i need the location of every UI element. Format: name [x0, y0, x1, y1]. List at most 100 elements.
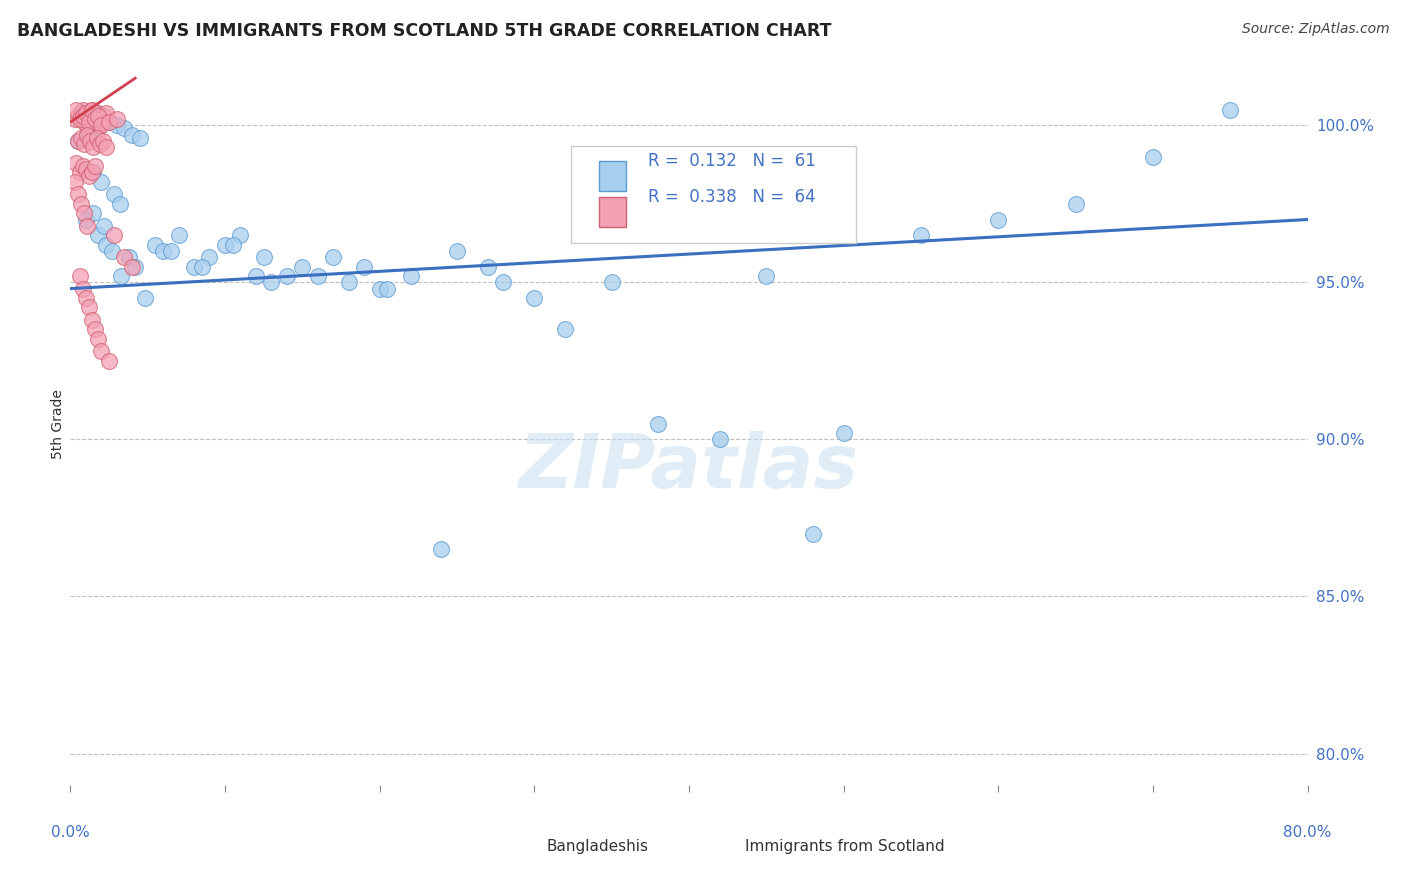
Point	[94, 237, 117, 252]
Point	[91, 134, 114, 148]
Point	[93, 219, 115, 233]
Point	[79, 105, 101, 120]
Point	[90, 118, 112, 132]
Point	[82, 165, 105, 179]
Point	[73, 115, 96, 129]
Point	[84, 112, 107, 126]
Point	[75, 212, 97, 227]
Point	[79, 134, 101, 148]
Point	[70, 131, 93, 145]
Point	[98, 115, 120, 129]
Point	[70, 105, 93, 120]
Point	[134, 291, 156, 305]
Point	[121, 128, 143, 142]
Point	[80, 313, 103, 327]
Point	[191, 260, 214, 274]
Point	[67, 187, 90, 202]
Text: R =  0.338   N =  64: R = 0.338 N = 64	[648, 188, 815, 206]
Point	[105, 118, 128, 132]
Text: Immigrants from Scotland: Immigrants from Scotland	[745, 838, 945, 854]
Point	[75, 162, 97, 177]
Point	[1064, 196, 1087, 211]
Point	[337, 276, 360, 290]
Point	[276, 268, 298, 283]
Point	[94, 140, 117, 154]
Point	[477, 260, 499, 274]
Point	[260, 276, 283, 290]
Point	[709, 433, 731, 447]
Bar	[599, 161, 626, 191]
Point	[67, 109, 90, 123]
Point	[832, 426, 855, 441]
Point	[72, 159, 94, 173]
Point	[114, 250, 135, 264]
Point	[368, 282, 391, 296]
Point	[229, 228, 252, 243]
Point	[1219, 103, 1241, 117]
Point	[82, 206, 105, 220]
Point	[67, 134, 90, 148]
Point	[80, 103, 103, 117]
Point	[214, 237, 236, 252]
Point	[76, 128, 98, 142]
Point	[89, 137, 111, 152]
Point	[307, 268, 329, 283]
Point	[103, 228, 125, 243]
Point	[399, 268, 422, 283]
Point	[86, 131, 108, 145]
Point	[118, 250, 141, 264]
Point	[160, 244, 183, 258]
Text: BANGLADESHI VS IMMIGRANTS FROM SCOTLAND 5TH GRADE CORRELATION CHART: BANGLADESHI VS IMMIGRANTS FROM SCOTLAND …	[17, 22, 831, 40]
Point	[72, 282, 94, 296]
Point	[322, 250, 344, 264]
Point	[76, 219, 98, 233]
Y-axis label: 5th Grade: 5th Grade	[51, 389, 65, 458]
Point	[73, 206, 96, 220]
Text: 80.0%: 80.0%	[1284, 825, 1331, 839]
Point	[76, 118, 98, 132]
Point	[129, 131, 152, 145]
Point	[84, 159, 107, 173]
Point	[103, 187, 125, 202]
Bar	[599, 197, 626, 227]
Point	[145, 237, 166, 252]
Point	[114, 121, 135, 136]
Point	[72, 103, 94, 117]
Point	[801, 526, 824, 541]
Point	[910, 228, 932, 243]
Point	[63, 112, 86, 126]
Point	[80, 165, 103, 179]
Point	[198, 250, 221, 264]
Point	[124, 260, 146, 274]
Point	[90, 175, 112, 189]
Point	[87, 118, 110, 132]
Point	[70, 196, 93, 211]
Point	[430, 542, 453, 557]
Point	[353, 260, 375, 274]
Point	[73, 137, 96, 152]
Text: R =  0.132   N =  61: R = 0.132 N = 61	[648, 152, 815, 169]
Point	[291, 260, 314, 274]
Point	[245, 268, 267, 283]
Point	[167, 228, 190, 243]
FancyBboxPatch shape	[571, 145, 856, 243]
Point	[75, 112, 97, 126]
Point	[67, 134, 90, 148]
Point	[63, 175, 86, 189]
Point	[108, 196, 131, 211]
Point	[69, 268, 91, 283]
Point	[98, 354, 120, 368]
Text: Source: ZipAtlas.com: Source: ZipAtlas.com	[1241, 22, 1389, 37]
Point	[72, 109, 94, 123]
Point	[87, 109, 110, 123]
Point	[90, 344, 112, 359]
Point	[91, 115, 114, 129]
Point	[65, 156, 87, 170]
Point	[110, 268, 132, 283]
Point	[77, 301, 100, 315]
Point	[86, 109, 108, 123]
Point	[94, 105, 117, 120]
Text: ZIPatlas: ZIPatlas	[519, 431, 859, 504]
Point	[492, 276, 515, 290]
Point	[987, 212, 1010, 227]
